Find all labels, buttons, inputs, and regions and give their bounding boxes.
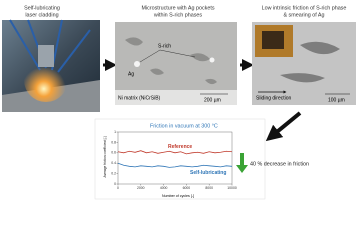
x-tick-label: 2000	[137, 186, 145, 190]
series-line	[117, 150, 233, 155]
micrograph: S-rich Ag Ni matrix (NiCrSiB) 200 µm	[115, 22, 237, 105]
caption: Microstructure with Ag pockets	[141, 5, 214, 11]
caption: & smearing of Ag	[283, 12, 324, 18]
scale-bar: 100 µm	[328, 97, 345, 103]
arrow	[265, 111, 302, 142]
chart: Friction in vacuum at 300 °C Number of c…	[94, 118, 266, 200]
sem-image: Sliding direction 100 µm	[252, 22, 356, 105]
x-tick-label: 4000	[160, 186, 168, 190]
y-tick-label: 0.4	[111, 161, 116, 165]
x-tick-label: 10000	[227, 186, 237, 190]
y-tick-label: 0	[114, 182, 116, 186]
x-tick-label: 6000	[183, 186, 191, 190]
y-axis-label: Average friction coefficient [-]	[103, 136, 107, 177]
scale-bar: 200 µm	[204, 97, 221, 103]
label: Ni matrix (NiCrSiB)	[118, 95, 161, 101]
y-tick-label: 1	[114, 130, 116, 134]
page: {"panels": [ {"caption": ["Self-lubricat…	[2, 5, 356, 200]
y-tick-label: 0.6	[111, 151, 116, 155]
y-tick-label: 0.8	[111, 140, 116, 144]
series-line	[117, 162, 233, 168]
y-tick-label: 0.2	[111, 171, 116, 175]
x-axis-label: Number of cycles [-]	[162, 194, 194, 198]
caption: Self-lubricating	[24, 5, 60, 11]
plot-frame	[117, 131, 233, 185]
series-label: Reference	[168, 144, 192, 150]
chart-title: Friction in vacuum at 300 °C	[150, 123, 218, 129]
laser-photo	[2, 19, 100, 112]
graphical-abstract: Self-lubricating laser cladding Microstr…	[2, 5, 356, 200]
label: Sliding direction	[256, 95, 292, 101]
x-tick-label: 8000	[205, 186, 213, 190]
caption: within S-rich phases	[153, 12, 203, 18]
annotation: 40 % decrease in friction	[250, 161, 309, 167]
series-label: Self-lubricating	[190, 170, 226, 176]
label: S-rich	[158, 43, 171, 49]
label: Ag	[128, 71, 134, 77]
caption: Low intrinsic friction of S-rich phase	[262, 5, 347, 11]
decrease-arrow	[236, 153, 248, 173]
caption: laser cladding	[25, 12, 58, 18]
x-tick-label: 0	[117, 186, 119, 190]
